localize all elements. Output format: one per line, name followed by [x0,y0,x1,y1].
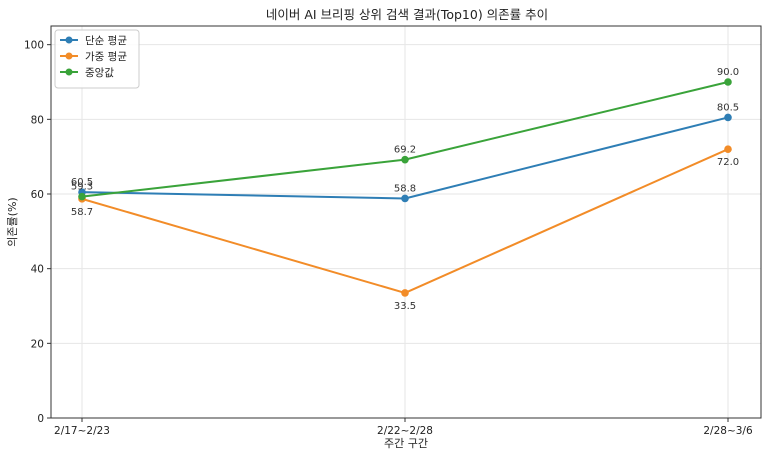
legend-marker [65,68,73,76]
legend-label: 중앙값 [85,67,114,79]
data-label: 69.2 [394,145,416,156]
grid-lines [51,26,761,419]
series-3: 59.3 69.2 90.0 [71,67,739,201]
data-label: 58.8 [394,183,416,194]
data-point [724,145,732,153]
legend-marker [65,36,73,44]
data-label: 58.7 [71,207,93,218]
data-point [724,113,732,122]
x-tick-label: 2/22~2/28 [377,425,433,437]
legend-box [54,29,140,89]
y-axis-label: 의존률(%) [6,197,19,246]
data-point [78,192,86,201]
data-point [401,155,409,164]
legend-item: 가중 평균 [60,51,127,63]
data-label: 60.5 [71,177,93,188]
legend-item: 중앙값 [60,67,114,79]
axis-ticks: 0 20 40 60 80 100 2/17~2/23 2/22~2/28 2/28~3/6 [24,40,753,437]
legend-label: 가중 평균 [85,51,127,63]
data-point [401,194,409,203]
data-label: 80.5 [717,102,739,113]
y-tick-label: 20 [31,338,44,350]
data-point [724,78,732,86]
y-tick-label: 0 [37,413,44,425]
y-tick-label: 80 [31,114,44,126]
x-axis-label: 주간 구간 [384,437,428,450]
data-label: 33.5 [394,301,416,312]
x-tick-label: 2/17~2/23 [54,425,110,437]
data-label: 59.3 [71,182,93,193]
data-label: 72.0 [717,157,739,168]
chart-title: 네이버 AI 브리핑 상위 검색 결과(Top10) 의존률 추이 [266,7,548,22]
plot-frame [50,25,762,419]
series-layer: 60.5 58.8 80.5 58.7 33.5 72.0 59.3 69.2 90.0 [71,67,739,312]
data-point [401,289,409,297]
legend-marker [65,52,73,60]
y-tick-label: 40 [31,264,44,276]
x-tick-label: 2/28~3/6 [703,425,753,437]
legend-item: 단순 평균 [60,35,127,47]
legend-label: 단순 평균 [85,35,127,47]
data-label: 90.0 [717,67,739,78]
y-tick-label: 60 [31,189,44,201]
y-tick-label: 100 [24,40,44,52]
